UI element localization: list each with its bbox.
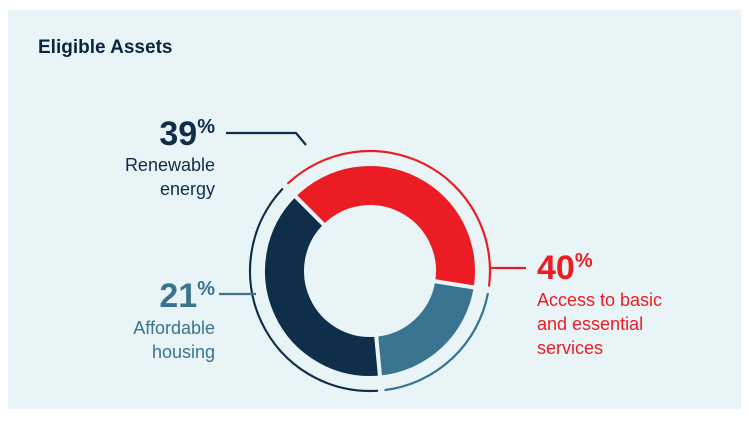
slice-label-line: Access to basic [537, 290, 662, 310]
outer-ring-segment-0 [287, 149, 492, 287]
slice-label-line: Renewable [125, 155, 215, 175]
donut-slice-0 [291, 162, 479, 291]
slice-label-line: services [537, 338, 603, 358]
chart-title: Eligible Assets [38, 37, 173, 58]
slice-percent-1: 21% [159, 277, 215, 315]
slice-label-line: Affordable [133, 318, 215, 338]
slice-percent-2: 39% [159, 115, 215, 153]
donut-slice-2 [261, 192, 383, 380]
slice-label-1: 21% Affordable housing [133, 277, 215, 362]
percent-value: 40 [537, 249, 575, 287]
slice-label-line: energy [160, 179, 215, 199]
slice-percent-0: 40% [537, 249, 593, 287]
slice-label-line: housing [152, 342, 215, 362]
outer-ring-segment-2 [248, 188, 379, 393]
outer-ring-segment-1 [384, 292, 489, 392]
percent-value: 39 [159, 115, 197, 153]
leader-line-2 [226, 131, 307, 146]
percent-value: 21 [159, 277, 197, 315]
percent-symbol: % [197, 116, 215, 138]
donut-slice-1 [373, 278, 478, 380]
percent-symbol: % [197, 278, 215, 300]
slice-label-0: 40% Access to basic and essential services [537, 249, 662, 358]
percent-symbol: % [575, 250, 593, 272]
slice-label-line: and essential [537, 314, 643, 334]
